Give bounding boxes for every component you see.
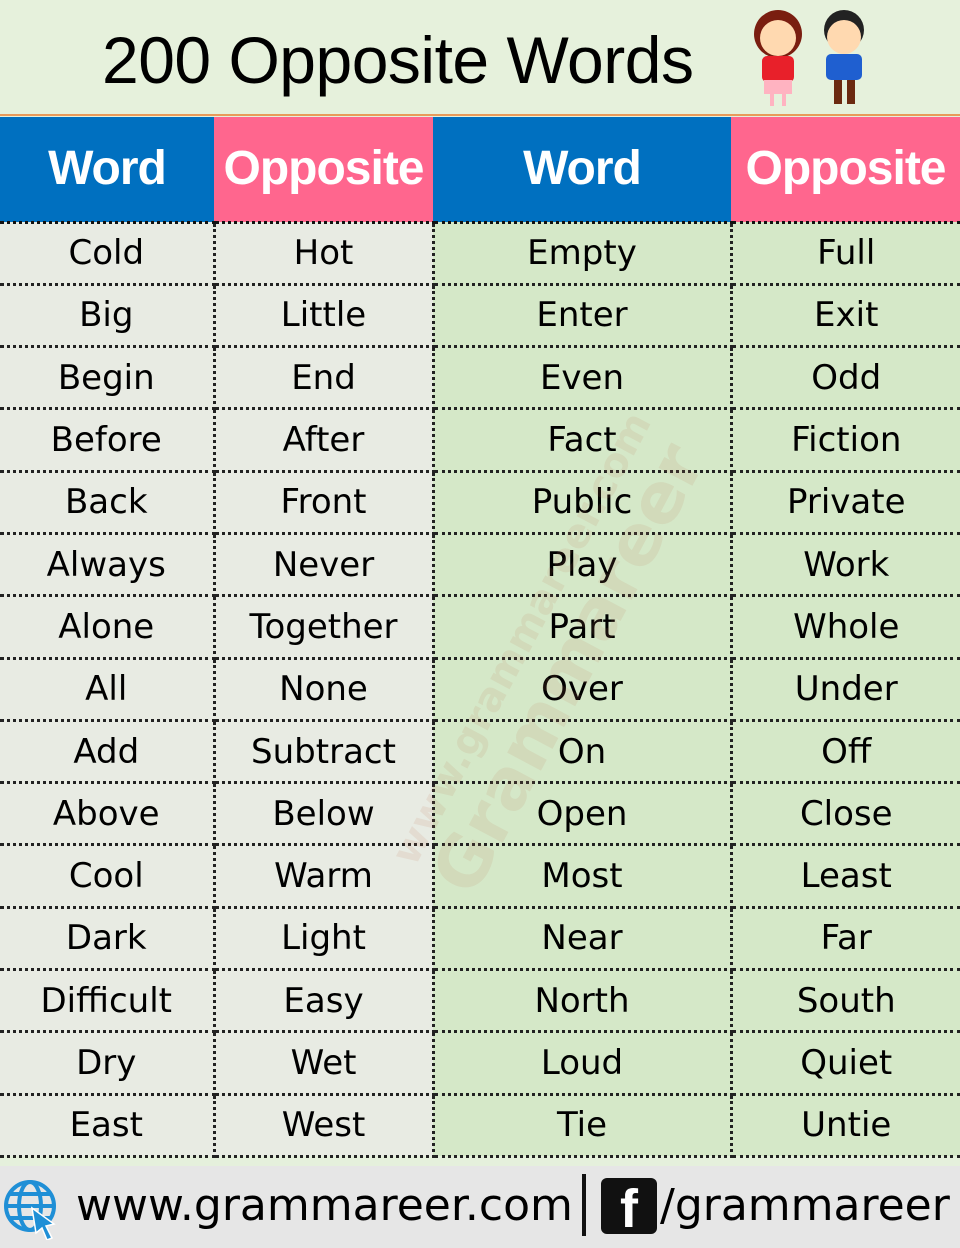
word-cell: Open	[433, 782, 733, 847]
kids-illustration	[754, 10, 864, 106]
opposite-cell: Warm	[214, 844, 435, 909]
word-cell: Big	[0, 284, 216, 349]
header-opposite: Opposite	[214, 117, 433, 224]
word-cell: Empty	[433, 222, 733, 286]
table-row: East West Tie Untie	[0, 1094, 960, 1158]
table-row: Begin End Even Odd	[0, 346, 960, 411]
website-link[interactable]: www.grammareer.com	[76, 1180, 573, 1231]
opposites-table: Word Opposite Word Opposite Cold Hot Empty…	[0, 117, 960, 1158]
table-row: Before After Fact Fiction	[0, 408, 960, 473]
opposite-cell: Off	[731, 720, 960, 785]
table-row: Dark Light Near Far	[0, 907, 960, 972]
word-cell: Part	[433, 595, 733, 660]
word-cell: Tie	[433, 1094, 733, 1158]
opposite-cell: Little	[214, 284, 435, 349]
header-row: Word Opposite Word Opposite	[0, 117, 960, 224]
word-cell: Begin	[0, 346, 216, 411]
table-row: Cool Warm Most Least	[0, 844, 960, 909]
word-cell: Over	[433, 658, 733, 722]
header-word: Word	[0, 117, 214, 224]
opposite-cell: Work	[731, 533, 960, 598]
opposite-cell: Light	[214, 907, 435, 972]
word-cell: East	[0, 1094, 216, 1158]
title-band: 200 Opposite Words	[0, 0, 960, 116]
table-row: Difficult Easy North South	[0, 969, 960, 1034]
opposite-cell: Fiction	[731, 408, 960, 473]
opposite-cell: Full	[731, 222, 960, 286]
word-cell: Fact	[433, 408, 733, 473]
word-cell: Cold	[0, 222, 216, 286]
opposite-cell: Together	[214, 595, 435, 660]
divider	[582, 1174, 586, 1236]
opposite-cell: Odd	[731, 346, 960, 411]
word-cell: Difficult	[0, 969, 216, 1034]
opposite-cell: Far	[731, 907, 960, 972]
facebook-icon[interactable]: f	[601, 1178, 657, 1239]
opposite-cell: Exit	[731, 284, 960, 349]
word-cell: Enter	[433, 284, 733, 349]
opposite-cell: Untie	[731, 1094, 960, 1158]
facebook-handle[interactable]: /grammareer	[660, 1180, 950, 1231]
word-cell: Before	[0, 408, 216, 473]
header-word: Word	[433, 117, 731, 224]
opposite-cell: Easy	[214, 969, 435, 1034]
opposite-cell: Quiet	[731, 1031, 960, 1096]
word-cell: Above	[0, 782, 216, 847]
word-cell: On	[433, 720, 733, 785]
word-cell: Loud	[433, 1031, 733, 1096]
word-cell: Most	[433, 844, 733, 909]
word-cell: Near	[433, 907, 733, 972]
word-cell: North	[433, 969, 733, 1034]
table-row: Big Little Enter Exit	[0, 284, 960, 349]
word-cell: Add	[0, 720, 216, 785]
page-title: 200 Opposite Words	[102, 23, 694, 97]
header-opposite: Opposite	[731, 117, 960, 224]
opposite-cell: End	[214, 346, 435, 411]
opposite-cell: Never	[214, 533, 435, 598]
opposite-cell: Wet	[214, 1031, 435, 1096]
opposite-cell: Front	[214, 471, 435, 535]
opposite-cell: West	[214, 1094, 435, 1158]
table-row: Above Below Open Close	[0, 782, 960, 847]
opposite-cell: Subtract	[214, 720, 435, 785]
opposite-cell: Hot	[214, 222, 435, 286]
opposite-cell: South	[731, 969, 960, 1034]
word-cell: Dark	[0, 907, 216, 972]
word-cell: All	[0, 658, 216, 722]
word-cell: Even	[433, 346, 733, 411]
table-row: Dry Wet Loud Quiet	[0, 1031, 960, 1096]
opposite-cell: After	[214, 408, 435, 473]
opposite-cell: Close	[731, 782, 960, 847]
footer: www.grammareer.com f /grammareer	[0, 1166, 960, 1248]
word-cell: Back	[0, 471, 216, 535]
table-row: Always Never Play Work	[0, 533, 960, 598]
table-row: Back Front Public Private	[0, 471, 960, 535]
table-row: Cold Hot Empty Full	[0, 222, 960, 286]
table-row: All None Over Under	[0, 658, 960, 722]
opposite-cell: Least	[731, 844, 960, 909]
opposite-cell: Under	[731, 658, 960, 722]
word-cell: Public	[433, 471, 733, 535]
word-cell: Play	[433, 533, 733, 598]
opposite-cell: Whole	[731, 595, 960, 660]
word-cell: Alone	[0, 595, 216, 660]
word-cell: Always	[0, 533, 216, 598]
table-row: Alone Together Part Whole	[0, 595, 960, 660]
opposite-cell: Below	[214, 782, 435, 847]
opposite-cell: Private	[731, 471, 960, 535]
word-cell: Cool	[0, 844, 216, 909]
table-row: Add Subtract On Off	[0, 720, 960, 785]
word-cell: Dry	[0, 1031, 216, 1096]
opposite-cell: None	[214, 658, 435, 722]
globe-cursor-icon	[4, 1180, 56, 1240]
